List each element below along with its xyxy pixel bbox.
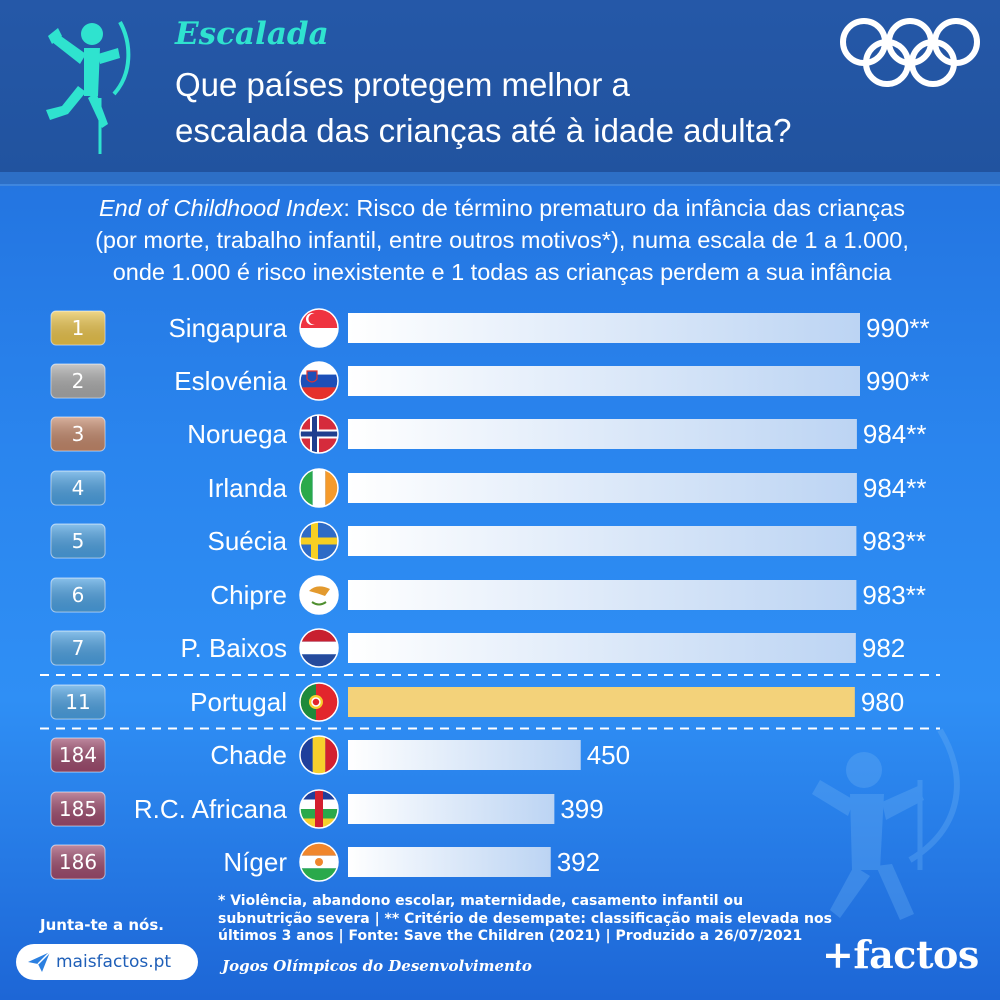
chart-rows: 1 Singapura 990** 2 Eslovénia 990** 3 Noruega 98…	[40, 309, 940, 881]
rank-label: 4	[72, 476, 85, 500]
chart-row: 7 P. Baixos 982	[51, 629, 905, 667]
event-name: Jogos Olímpicos do Desenvolvimento	[222, 957, 532, 975]
bar	[348, 687, 855, 717]
central-african-republic-flag-icon	[300, 790, 338, 828]
value-label: 983**	[862, 526, 926, 556]
rank-badge: 5	[51, 524, 105, 558]
rank-label: 184	[59, 743, 97, 767]
value-label: 984**	[863, 473, 927, 503]
footnote: * Violência, abandono escolar, maternida…	[218, 893, 868, 946]
netherlands-flag-icon	[300, 629, 338, 667]
country-label: Portugal	[190, 687, 287, 717]
site-link-text: maisfactos.pt	[56, 952, 171, 972]
value-label: 990**	[866, 313, 930, 343]
sweden-flag-icon	[300, 522, 338, 560]
paper-plane-icon	[26, 950, 52, 974]
rank-label: 1	[72, 316, 85, 340]
value-label: 392	[557, 847, 600, 877]
country-label: Chipre	[210, 580, 287, 610]
rank-label: 185	[59, 797, 97, 821]
rank-label: 11	[65, 690, 90, 714]
bar	[348, 366, 860, 396]
niger-flag-icon	[300, 843, 338, 881]
bar	[348, 580, 856, 610]
country-label: Irlanda	[208, 473, 288, 503]
norway-flag-icon	[300, 415, 338, 453]
brand-logo: +factos	[822, 932, 979, 977]
value-label: 984**	[863, 419, 927, 449]
bar	[348, 313, 860, 343]
value-label: 399	[560, 794, 603, 824]
bar	[348, 419, 857, 449]
footnote-line-1: * Violência, abandono escolar, maternida…	[218, 893, 868, 911]
rank-badge: 2	[51, 364, 105, 398]
bar	[348, 847, 551, 877]
rank-badge: 11	[51, 685, 105, 719]
cyprus-flag-icon	[300, 576, 338, 614]
rank-badge: 6	[51, 578, 105, 612]
bar	[348, 473, 857, 503]
chad-flag-icon	[300, 736, 338, 774]
value-label: 990**	[866, 366, 930, 396]
rank-label: 5	[72, 529, 85, 553]
value-label: 983**	[862, 580, 926, 610]
bar	[348, 526, 856, 556]
chart-row: 6 Chipre 983**	[51, 576, 926, 614]
rank-badge: 186	[51, 845, 105, 879]
country-label: P. Baixos	[181, 633, 287, 663]
footnote-line-2: subnutrição severa | ** Critério de dese…	[218, 911, 868, 929]
chart-row: 2 Eslovénia 990**	[51, 362, 930, 400]
footnote-line-3: últimos 3 anos | Fonte: Save the Childre…	[218, 928, 868, 946]
country-label: R.C. Africana	[134, 794, 288, 824]
chart-row: 4 Irlanda 984**	[51, 469, 927, 507]
rank-label: 3	[72, 422, 85, 446]
country-label: Chade	[210, 740, 287, 770]
value-label: 450	[587, 740, 630, 770]
country-label: Níger	[223, 847, 287, 877]
country-label: Singapura	[168, 313, 287, 343]
rank-label: 186	[59, 850, 97, 874]
country-label: Noruega	[187, 419, 287, 449]
country-label: Eslovénia	[174, 366, 287, 396]
value-label: 982	[862, 633, 905, 663]
chart-row: 1 Singapura 990**	[51, 309, 930, 347]
value-label: 980	[861, 687, 904, 717]
rank-label: 2	[72, 369, 85, 393]
rank-label: 6	[72, 583, 85, 607]
bar	[348, 740, 581, 770]
bar	[348, 794, 554, 824]
rank-label: 7	[72, 636, 85, 660]
rank-badge: 3	[51, 417, 105, 451]
chart-row: 5 Suécia 983**	[51, 522, 926, 560]
bar	[348, 633, 856, 663]
rank-badge: 7	[51, 631, 105, 665]
ireland-flag-icon	[300, 469, 338, 507]
chart-row: 11 Portugal 980	[51, 683, 904, 721]
rank-badge: 185	[51, 792, 105, 826]
chart-row: 184 Chade 450	[51, 736, 630, 774]
slovenia-flag-icon	[300, 362, 338, 400]
site-link[interactable]: maisfactos.pt	[16, 944, 198, 980]
singapore-flag-icon	[300, 309, 338, 347]
rank-badge: 4	[51, 471, 105, 505]
rank-badge: 1	[51, 311, 105, 345]
chart-row: 3 Noruega 984**	[51, 415, 927, 453]
portugal-flag-icon	[300, 683, 338, 721]
chart-row: 185 R.C. Africana 399	[51, 790, 604, 828]
chart-row: 186 Níger 392	[51, 843, 600, 881]
join-text: Junta-te a nós.	[40, 916, 164, 934]
country-label: Suécia	[208, 526, 288, 556]
rank-badge: 184	[51, 738, 105, 772]
